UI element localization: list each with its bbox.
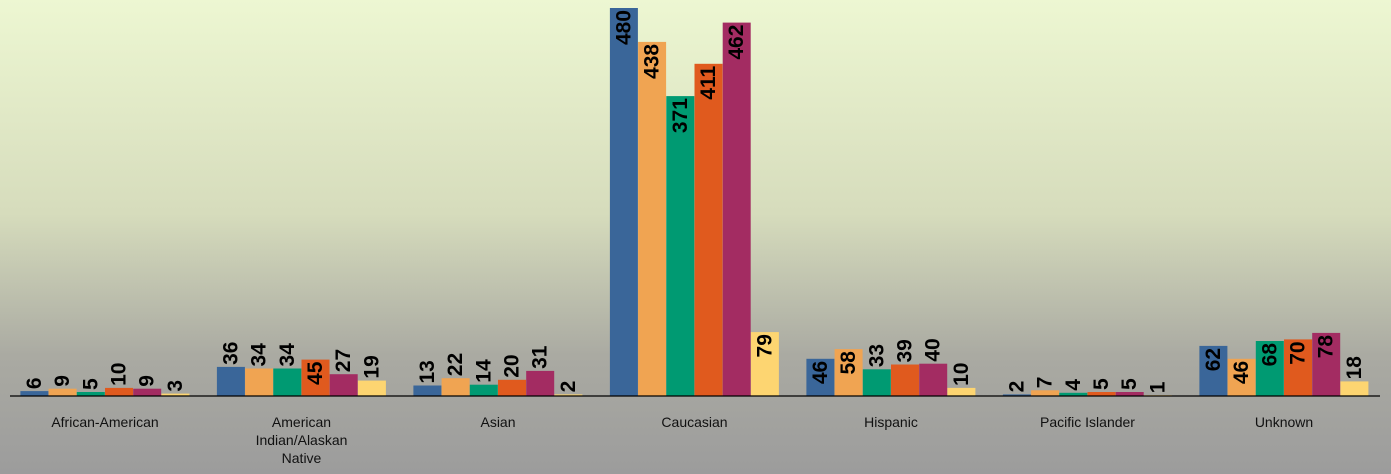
bar (357, 380, 386, 396)
bar (834, 349, 863, 396)
bar (1199, 345, 1228, 396)
bar (133, 388, 162, 396)
value-label: 68 (1258, 343, 1281, 367)
value-label: 2 (1005, 381, 1028, 393)
value-label: 45 (304, 361, 327, 385)
bar (862, 369, 891, 396)
value-label: 9 (136, 375, 159, 387)
value-label: 14 (472, 359, 495, 383)
bar (891, 364, 919, 396)
value-label: 9 (51, 375, 74, 387)
value-label: 46 (809, 361, 832, 384)
category-label: Asian (480, 414, 515, 430)
bar (441, 378, 470, 396)
category-label: African-American (51, 414, 158, 430)
bar (1031, 390, 1060, 396)
bar (694, 63, 723, 397)
bar (638, 41, 667, 397)
value-label: 34 (276, 343, 299, 367)
bar (609, 8, 638, 396)
bar (329, 374, 358, 396)
value-label: 62 (1202, 348, 1225, 371)
value-label: 5 (79, 378, 102, 390)
value-label: 10 (950, 363, 973, 386)
bar (554, 394, 583, 396)
bar (806, 358, 835, 396)
bar (1312, 332, 1341, 396)
bars-layer (20, 8, 1369, 397)
bar (273, 368, 302, 396)
value-label: 438 (641, 44, 664, 79)
bar (20, 391, 49, 396)
bar (413, 385, 442, 396)
value-label: 58 (837, 351, 860, 375)
value-label: 20 (501, 354, 524, 377)
bar (666, 96, 695, 396)
bar (1002, 394, 1031, 396)
value-label: 480 (612, 10, 635, 45)
bar (526, 370, 555, 396)
value-label: 36 (219, 342, 242, 365)
value-label: 78 (1315, 335, 1338, 359)
value-label: 462 (725, 25, 748, 60)
value-label: 33 (865, 344, 888, 367)
value-label: 19 (360, 355, 383, 378)
category-label: Pacific Islander (1040, 414, 1135, 430)
category-label: American Indian/Alaskan Native (256, 414, 348, 466)
value-label: 6 (23, 377, 46, 389)
bar (1115, 392, 1144, 396)
value-label: 40 (922, 338, 945, 361)
value-label: 5 (1090, 378, 1113, 390)
value-label: 79 (753, 334, 776, 357)
category-labels-layer: African-American American Indian/Alaskan Na… (51, 414, 1313, 466)
value-label: 27 (332, 349, 355, 372)
bar (245, 368, 274, 396)
value-label: 34 (248, 343, 271, 367)
bar (76, 392, 105, 396)
value-label: 371 (669, 98, 692, 133)
value-label: 7 (1034, 377, 1057, 389)
bar (1340, 381, 1369, 396)
category-label: Hispanic (864, 414, 918, 430)
value-label: 2 (557, 381, 580, 393)
bar (301, 359, 330, 396)
value-label: 5 (1118, 378, 1141, 390)
bar (161, 393, 190, 396)
category-label: Unknown (1255, 414, 1313, 430)
bar (1059, 392, 1088, 396)
bar (750, 332, 779, 396)
value-label: 13 (416, 360, 439, 383)
bar (498, 379, 526, 396)
value-label: 411 (697, 65, 720, 99)
bar (105, 387, 133, 396)
value-label: 3 (164, 380, 187, 392)
category-label: Caucasian (661, 414, 727, 430)
value-label: 10 (108, 363, 131, 386)
bar (722, 22, 751, 396)
value-label: 70 (1287, 341, 1310, 364)
value-label: 1 (1146, 381, 1169, 393)
bar (947, 387, 976, 396)
bar (48, 388, 77, 396)
value-label: 39 (894, 339, 917, 362)
value-label: 4 (1062, 379, 1085, 391)
bar (919, 363, 948, 396)
bar (1227, 358, 1256, 396)
value-label: 18 (1343, 356, 1366, 380)
value-label: 31 (529, 345, 552, 369)
value-label: 46 (1230, 361, 1253, 384)
bar (1284, 339, 1312, 396)
bar (1255, 341, 1284, 396)
bar (1087, 392, 1116, 396)
bar (469, 384, 498, 396)
bar (216, 366, 245, 396)
value-label: 22 (444, 353, 467, 376)
